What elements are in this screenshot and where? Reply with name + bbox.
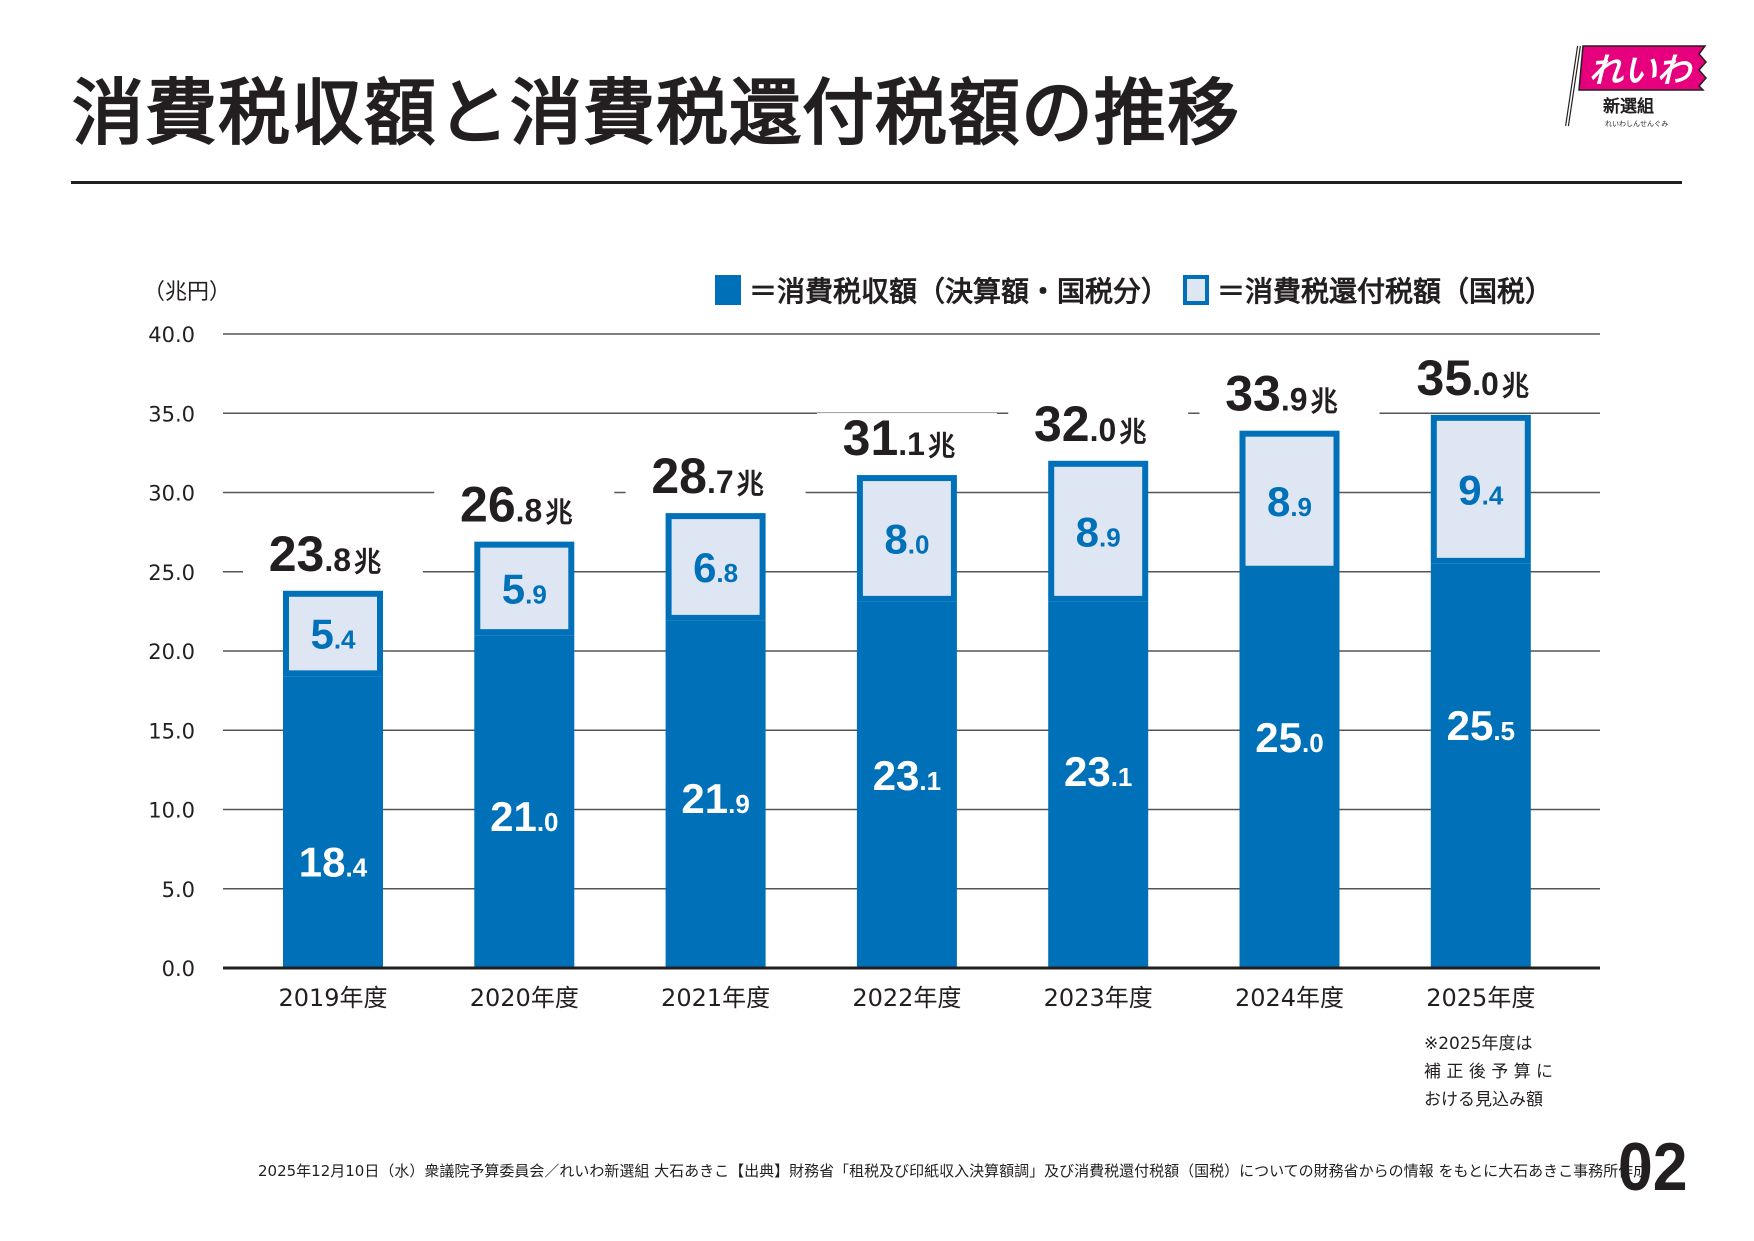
x-tick-label: 2020年度 — [470, 984, 579, 1012]
bar-refund — [1054, 466, 1143, 596]
logo-sub-text: 新選組 — [1603, 96, 1654, 117]
x-tick-label: 2022年度 — [852, 984, 961, 1012]
y-tick-label: 35.0 — [148, 402, 195, 426]
bar-refund — [1436, 420, 1525, 558]
y-tick-label: 30.0 — [148, 482, 195, 506]
legend-label-revenue: ＝消費税収額（決算額・国税分） — [749, 275, 1170, 308]
bar-refund — [862, 481, 951, 596]
legend-item-revenue: ＝消費税収額（決算額・国税分） — [715, 270, 1169, 310]
bar-revenue — [856, 601, 957, 968]
source-footer: 2025年12月10日（水）衆議院予算委員会／れいわ新選組 大石あきこ【出典】財… — [258, 1162, 1649, 1180]
y-tick-label: 10.0 — [148, 799, 195, 823]
x-tick-label: 2025年度 — [1426, 984, 1535, 1012]
legend-swatch-refund — [1183, 275, 1210, 305]
total-label-bg — [1390, 352, 1571, 403]
page-number: 02 — [1618, 1129, 1688, 1205]
title-divider — [71, 181, 1682, 184]
legend-item-refund: ＝消費税還付税額（国税） — [1183, 270, 1553, 310]
total-value-label: 31.1 兆 — [843, 410, 956, 466]
bar-revenue — [665, 620, 766, 968]
total-label-bg — [243, 528, 423, 579]
y-tick-label: 5.0 — [162, 878, 195, 902]
logo-main-text: れいわ — [1589, 51, 1694, 91]
total-value-label: 33.9 兆 — [1225, 366, 1338, 422]
refund-value-label: 8.9 — [1076, 508, 1121, 555]
revenue-value-label: 18.4 — [299, 838, 368, 885]
refund-value-label: 6.8 — [693, 544, 738, 591]
bar-refund — [671, 519, 760, 615]
reiwa-flag-icon: れいわ 新選組 れいわしんせんぐみ — [1565, 45, 1707, 128]
reiwa-logo: れいわ 新選組 れいわしんせんぐみ — [1565, 42, 1715, 132]
x-tick-label: 2024年度 — [1235, 984, 1344, 1012]
x-tick-label: 2021年度 — [661, 984, 770, 1012]
total-label-bg — [1008, 398, 1189, 449]
bar-revenue — [1239, 571, 1340, 968]
bar-revenue — [283, 676, 383, 968]
total-value-label: 35.0 兆 — [1417, 350, 1530, 406]
x-tick-label: 2019年度 — [278, 984, 387, 1012]
footnote-2025: ※2025年度は 補 正 後 予 算 に おける見込み額 — [1424, 1034, 1554, 1110]
logo-tagline-text: れいわしんせんぐみ — [1605, 120, 1668, 128]
revenue-value-label: 21.0 — [490, 793, 558, 840]
refund-value-label: 8.0 — [884, 515, 929, 562]
bar-revenue — [1430, 563, 1531, 968]
revenue-value-label: 25.5 — [1447, 702, 1515, 749]
total-label-bg — [1199, 368, 1380, 419]
total-value-label: 28.7 兆 — [651, 448, 764, 504]
revenue-value-label: 23.1 — [1064, 748, 1132, 795]
chart-legend: ＝消費税収額（決算額・国税分） ＝消費税還付税額（国税） — [715, 270, 1567, 310]
revenue-value-label: 21.9 — [681, 775, 749, 822]
bar-revenue — [474, 635, 575, 968]
revenue-value-label: 25.0 — [1255, 714, 1323, 761]
y-tick-label: 25.0 — [148, 561, 195, 585]
legend-label-refund: ＝消費税還付税額（国税） — [1217, 275, 1554, 308]
revenue-value-label: 23.1 — [873, 752, 941, 799]
bar-refund — [289, 596, 377, 671]
bar-refund — [1245, 436, 1334, 566]
y-axis-unit: （兆円） — [143, 280, 232, 305]
total-value-label: 32.0 兆 — [1034, 396, 1147, 452]
refund-value-label: 5.4 — [310, 611, 356, 658]
x-tick-label: 2023年度 — [1044, 984, 1153, 1012]
total-label-bg — [434, 479, 615, 530]
total-value-label: 23.8 兆 — [269, 526, 382, 582]
y-tick-label: 40.0 — [148, 323, 195, 347]
refund-value-label: 9.4 — [1458, 466, 1504, 513]
bar-refund — [480, 547, 569, 630]
total-label-bg — [625, 451, 806, 502]
total-value-label: 26.8 兆 — [460, 477, 573, 533]
refund-value-label: 8.9 — [1267, 478, 1312, 525]
legend-swatch-revenue — [715, 275, 741, 305]
page-title: 消費税収額と消費税還付税額の推移 — [72, 71, 1241, 155]
y-tick-label: 15.0 — [148, 719, 195, 743]
total-label-bg — [816, 413, 997, 464]
y-tick-label: 0.0 — [162, 957, 195, 981]
y-tick-label: 20.0 — [148, 640, 195, 664]
refund-value-label: 5.9 — [502, 565, 547, 612]
bar-revenue — [1048, 601, 1149, 968]
